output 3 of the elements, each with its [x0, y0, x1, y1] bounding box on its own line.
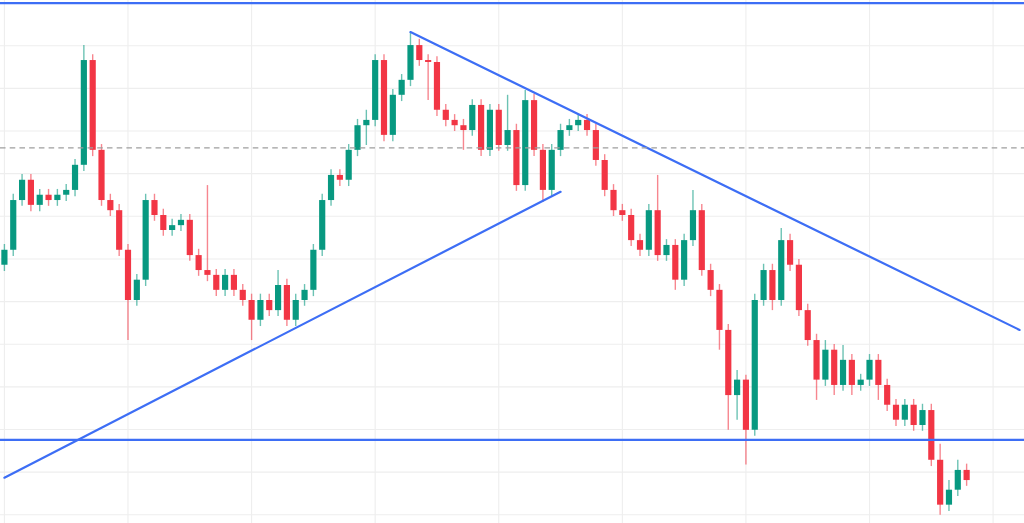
candlestick — [169, 218, 176, 237]
candlestick — [177, 213, 185, 232]
candlestick — [336, 168, 343, 187]
